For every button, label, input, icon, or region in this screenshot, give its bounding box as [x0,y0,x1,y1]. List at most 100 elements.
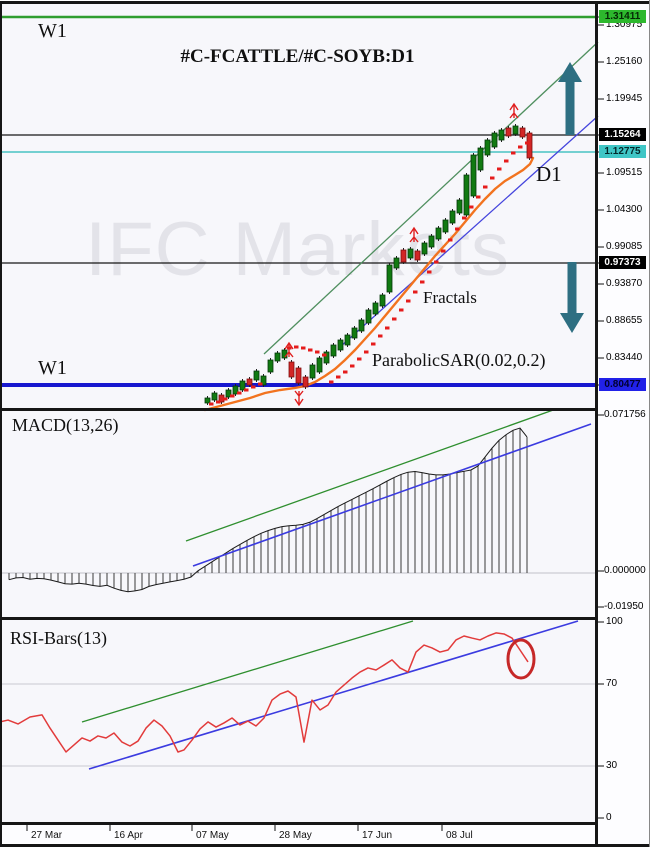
sar-dot [322,353,327,357]
price-tick-label: 0.88655 [606,315,643,326]
candle [407,248,414,259]
candle [309,364,316,379]
parabolic-sar-label: ParabolicSAR(0.02,0.2) [372,350,546,370]
sar-dot [329,380,334,384]
sar-dot [406,299,411,303]
candle [470,154,477,197]
candle [484,139,491,156]
candle [400,249,407,263]
candle [372,302,379,315]
macd-tick-label: 0.000000 [604,565,646,576]
candle [477,147,484,171]
sar-dot [518,145,523,149]
candle [232,385,239,395]
sar-dot [223,397,228,401]
candle [253,370,260,381]
frame-bottom [0,844,650,847]
date-label: 17 Jun [362,830,393,841]
w1-support-label: W1 [38,357,67,379]
candle [463,174,470,216]
macd-blue-line [192,423,592,567]
sar-dot [420,280,425,284]
sar-dot [251,385,256,389]
sar-dot [350,364,355,368]
fractals-label: Fractals [423,288,477,307]
price-macd-separator [0,408,596,411]
rsi-indicator-label: RSI-Bars(13) [10,628,107,648]
sar-dot [469,205,474,209]
w1-resistance-label: W1 [38,20,67,42]
candle [393,257,400,269]
signal-up-arrow-icon [558,62,582,135]
signal-down-arrow-icon [560,262,584,333]
candle [421,242,428,255]
sar-dot [343,370,348,374]
candle [302,376,309,388]
candle [337,339,344,351]
date-label: 16 Apr [114,830,143,841]
sar-dot [237,391,242,395]
fractal-down-arrow-icon [294,390,304,407]
candle [526,132,533,159]
sar-dot [294,345,299,349]
candle [295,367,302,384]
sar-dot [216,400,221,404]
rsi-green-line [81,620,414,723]
price-tick-label: 1.30975 [606,19,643,30]
candle [260,375,267,386]
candle [358,319,365,332]
macd-tick-label: -0.01950 [604,601,644,612]
macd-panel-bg [0,411,595,617]
fractal-up-arrow-icon [284,341,294,358]
sar-dot [399,308,404,312]
price-tick-label: 0.99085 [606,241,643,252]
price-panel-bg [0,4,595,408]
candle [414,250,421,261]
sar-dot [378,334,383,338]
sar-dot [462,216,467,220]
price-level-badge: 1.15264 [599,128,646,141]
rsi-panel-bg [0,620,595,822]
price-level-badge: 0.97373 [599,256,646,269]
sar-dot [392,317,397,321]
sar-dot [455,227,460,231]
price-tick-label: 1.25160 [606,56,643,67]
candle [239,380,246,391]
candle [498,129,505,141]
frame-top [0,1,650,4]
sar-dot [244,388,249,392]
price-axis-strip [598,0,650,847]
candle [274,352,281,362]
sar-dot [209,402,214,406]
d1-timeframe-label: D1 [536,162,562,186]
sar-dot [385,326,390,330]
parabolic-ma-line [203,156,535,412]
sar-dot [483,185,488,189]
macd-indicator-label: MACD(13,26) [12,415,119,435]
macd-outline [8,427,528,593]
sar-dot [230,394,235,398]
sar-dot [490,176,495,180]
sar-dot [504,159,509,163]
price-tick-label: 1.19945 [606,93,643,104]
sar-dot [525,141,530,145]
sar-dot [336,375,341,379]
rsi-date-separator [0,822,596,825]
axis-divider [595,1,598,845]
candle [519,127,526,138]
candle [204,397,211,404]
candle [281,349,288,359]
date-label: 07 May [196,830,229,841]
candle [365,309,372,324]
sar-dot [448,238,453,242]
sar-dot [301,346,306,350]
candle [267,359,274,373]
price-tick-label: 0.83440 [606,352,643,363]
price-tick-label: 1.04300 [606,204,643,215]
sar-dot [413,290,418,294]
candle [344,334,351,346]
date-axis-strip [0,825,650,843]
price-tick-label: 1.09515 [606,167,643,178]
